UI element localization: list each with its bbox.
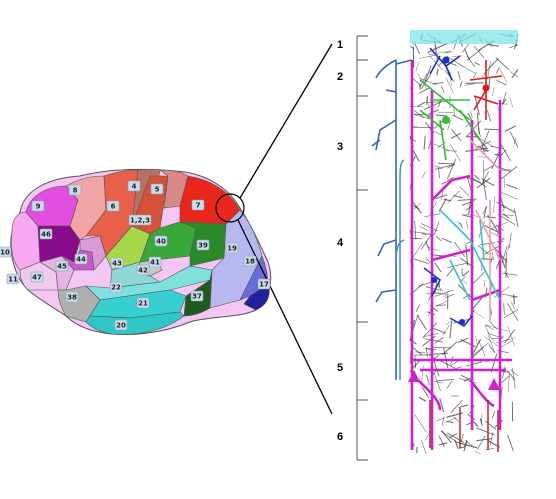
region-6 bbox=[85, 169, 139, 257]
area-label-6: 6 bbox=[106, 200, 120, 212]
pink-neuron bbox=[469, 139, 501, 320]
svg-text:37: 37 bbox=[192, 293, 202, 301]
layer6-red-fibres bbox=[429, 400, 499, 452]
blue-interneuron-soma-2 bbox=[459, 319, 465, 325]
red-neuron bbox=[469, 60, 503, 120]
blue-apical-dendrite bbox=[371, 59, 413, 380]
svg-text:19: 19 bbox=[227, 245, 237, 253]
pyramidal-soma-left bbox=[408, 370, 420, 382]
layer-label-3: 3 bbox=[337, 141, 343, 153]
area-label-39: 39 bbox=[196, 239, 210, 251]
area-label-38: 38 bbox=[65, 291, 79, 303]
layer-labels: 1 2 3 4 5 6 bbox=[337, 39, 344, 443]
region-20 bbox=[85, 311, 185, 335]
region-5 bbox=[159, 169, 189, 209]
svg-text:41: 41 bbox=[150, 259, 160, 267]
svg-text:11: 11 bbox=[8, 276, 18, 284]
svg-text:40: 40 bbox=[156, 238, 166, 246]
svg-text:10: 10 bbox=[0, 249, 10, 257]
svg-text:45: 45 bbox=[57, 263, 67, 271]
area-label-45: 45 bbox=[55, 260, 69, 272]
svg-text:7: 7 bbox=[196, 202, 201, 210]
svg-text:17: 17 bbox=[259, 281, 269, 289]
area-label-10: 10 bbox=[0, 246, 12, 258]
svg-text:9: 9 bbox=[36, 203, 41, 211]
layer-label-1: 1 bbox=[337, 39, 343, 51]
area-label-1-2-3: 1,2,3 bbox=[128, 214, 152, 226]
blue-interneurons bbox=[423, 267, 473, 327]
area-label-9: 9 bbox=[31, 200, 45, 212]
area-label-44: 44 bbox=[74, 253, 88, 265]
region-7 bbox=[179, 175, 241, 225]
area-label-5: 5 bbox=[150, 183, 164, 195]
svg-text:42: 42 bbox=[138, 267, 148, 275]
layer-label-4: 4 bbox=[337, 237, 344, 249]
svg-text:6: 6 bbox=[111, 203, 116, 211]
svg-text:18: 18 bbox=[245, 258, 255, 266]
blue-axon-lines bbox=[395, 159, 405, 380]
zoom-circle bbox=[215, 193, 245, 223]
svg-text:5: 5 bbox=[155, 186, 160, 194]
area-label-20: 20 bbox=[114, 319, 128, 331]
svg-text:38: 38 bbox=[67, 294, 77, 302]
area-label-21: 21 bbox=[136, 297, 150, 309]
area-label-46: 46 bbox=[39, 228, 53, 240]
area-label-8: 8 bbox=[68, 184, 82, 196]
svg-text:43: 43 bbox=[112, 260, 122, 268]
magenta-pyramidal-cells bbox=[410, 60, 512, 450]
area-label-47: 47 bbox=[30, 271, 44, 283]
zoom-line-bottom bbox=[237, 219, 333, 415]
layer1-band bbox=[410, 30, 518, 44]
top-blue-neuron bbox=[429, 47, 461, 81]
layer-axis-ticks bbox=[357, 35, 368, 461]
area-label-18: 18 bbox=[243, 255, 257, 267]
area-label-4: 4 bbox=[127, 180, 141, 192]
svg-text:8: 8 bbox=[73, 187, 78, 195]
blue-interneuron-soma-1 bbox=[431, 277, 437, 283]
svg-text:21: 21 bbox=[138, 300, 148, 308]
area-label-40: 40 bbox=[154, 235, 168, 247]
zoom-line-top bbox=[239, 43, 333, 199]
red-neuron-soma bbox=[482, 84, 490, 92]
area-label-19: 19 bbox=[225, 242, 239, 254]
area-label-17: 17 bbox=[257, 278, 271, 290]
green-neuron bbox=[419, 79, 481, 161]
area-label-11: 11 bbox=[6, 273, 20, 285]
green-neuron-soma bbox=[442, 116, 450, 124]
layer-label-2: 2 bbox=[337, 71, 343, 83]
pyramidal-soma-right bbox=[488, 378, 500, 390]
svg-text:39: 39 bbox=[198, 242, 208, 250]
area-label-43: 43 bbox=[110, 257, 124, 269]
svg-text:47: 47 bbox=[32, 274, 42, 282]
top-blue-soma bbox=[442, 56, 450, 64]
svg-text:44: 44 bbox=[76, 256, 86, 264]
area-label-22: 22 bbox=[109, 281, 123, 293]
area-label-37: 37 bbox=[190, 290, 204, 302]
layer-label-5: 5 bbox=[337, 362, 343, 374]
svg-text:20: 20 bbox=[116, 322, 126, 330]
svg-text:22: 22 bbox=[111, 284, 121, 292]
cyan-neuron bbox=[439, 209, 501, 301]
svg-text:4: 4 bbox=[132, 183, 137, 191]
layer-label-6: 6 bbox=[337, 431, 343, 443]
svg-text:1,2,3: 1,2,3 bbox=[130, 217, 150, 225]
area-label-42: 42 bbox=[136, 264, 150, 276]
svg-text:46: 46 bbox=[41, 231, 51, 239]
cortical-column: 1 2 3 4 5 6 bbox=[337, 30, 519, 461]
area-label-7: 7 bbox=[191, 199, 205, 211]
area-label-41: 41 bbox=[148, 256, 162, 268]
